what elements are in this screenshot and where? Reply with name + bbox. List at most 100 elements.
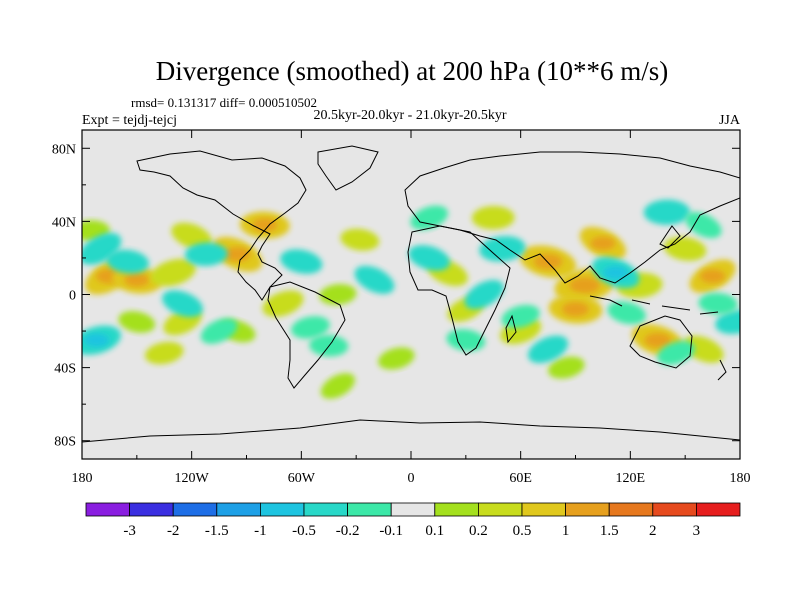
negative-anomaly xyxy=(410,205,449,230)
japan-coast xyxy=(659,225,681,249)
colorbar-swatch xyxy=(434,502,479,517)
colorbar-label: 0.5 xyxy=(513,523,532,539)
colorbar-swatch xyxy=(216,502,261,517)
period-label: 20.5kyr-20.0kyr - 21.0kyr-20.5kyr xyxy=(313,108,506,123)
negative-anomaly xyxy=(698,292,738,315)
negative-anomaly xyxy=(162,290,203,317)
negative-anomaly xyxy=(184,242,228,267)
negative-anomaly xyxy=(200,318,238,344)
x-tick-label: 60W xyxy=(288,471,316,486)
positive-anomaly xyxy=(548,356,585,379)
chart-title: Divergence (smoothed) at 200 hPa (10**6 … xyxy=(156,56,668,86)
colorbar-swatch xyxy=(172,502,218,517)
y-axis: 80N 40N 0 40S 80S xyxy=(52,142,740,450)
negative-anomaly xyxy=(501,304,540,329)
south-america-coast xyxy=(267,281,346,389)
colorbar-label: -1.5 xyxy=(205,523,229,539)
colorbar-label: -0.1 xyxy=(379,523,403,539)
colorbar-swatch xyxy=(652,502,697,517)
colorbar-label: -1 xyxy=(254,523,267,539)
negative-anomaly xyxy=(657,340,695,366)
africa-coast xyxy=(407,225,511,356)
positive-anomaly xyxy=(689,259,736,293)
stats-label: rmsd= 0.131317 diff= 0.000510502 xyxy=(131,95,317,110)
negative-anomaly xyxy=(408,245,451,271)
x-tick-label: 60E xyxy=(509,471,532,486)
positive-anomaly xyxy=(520,245,577,278)
indonesia-islands xyxy=(589,295,719,315)
australia-coast xyxy=(629,315,693,369)
colorbar-swatch xyxy=(129,502,174,517)
antarctica-coast xyxy=(82,419,740,443)
colorbar-label: -2 xyxy=(167,523,180,539)
colorbar-swatch xyxy=(608,502,654,517)
x-axis: 180 120W 60W 0 60E 120E 180 xyxy=(72,130,751,486)
positive-anomaly xyxy=(319,284,357,305)
experiment-label: Expt = tejdj-tejcj xyxy=(82,113,177,128)
positive-anomaly xyxy=(144,341,184,365)
colorbar-label: -0.5 xyxy=(292,523,316,539)
colorbar-label: -3 xyxy=(123,523,136,539)
positive-anomaly xyxy=(171,222,213,250)
madagascar-coast xyxy=(505,314,517,344)
positive-anomaly xyxy=(111,266,162,294)
positive-anomaly xyxy=(663,236,707,261)
colorbar: -3 -2 -1.5 -1 -0.5 -0.2 -0.1 0.1 0.2 0.5 1 1.5 2 3 xyxy=(85,502,741,539)
negative-anomaly xyxy=(354,265,395,294)
colorbar-label: -0.2 xyxy=(336,523,360,539)
eurasia-coast xyxy=(404,151,740,284)
positive-anomaly xyxy=(320,373,355,399)
negative-anomaly xyxy=(527,335,569,364)
colorbar-swatch xyxy=(390,502,436,517)
negative-anomaly xyxy=(715,309,740,335)
divergence-field xyxy=(82,199,740,399)
colorbar-swatch xyxy=(521,502,566,517)
colorbar-swatch xyxy=(259,502,305,517)
y-tick-label: 40N xyxy=(52,215,76,230)
coastlines xyxy=(82,145,740,443)
x-tick-label: 180 xyxy=(72,471,93,486)
x-tick-label: 120W xyxy=(175,471,210,486)
colorbar-swatch xyxy=(85,502,130,517)
colorbar-swatch xyxy=(477,502,523,517)
positive-anomaly xyxy=(683,335,724,363)
x-tick-label: 120E xyxy=(616,471,646,486)
colorbar-label: 1.5 xyxy=(600,523,619,539)
negative-anomaly xyxy=(479,236,526,262)
negative-anomaly xyxy=(280,249,323,274)
colorbar-label: 3 xyxy=(693,523,701,539)
season-label: JJA xyxy=(719,113,741,128)
y-tick-label: 80S xyxy=(54,435,76,450)
negative-anomaly xyxy=(607,301,646,325)
colorbar-label: 2 xyxy=(649,523,657,539)
negative-anomaly xyxy=(643,199,691,225)
negative-anomaly xyxy=(464,279,504,310)
positive-anomaly xyxy=(118,311,156,333)
positive-anomaly xyxy=(378,347,415,370)
positive-anomaly xyxy=(579,226,627,260)
x-tick-label: 0 xyxy=(408,471,415,486)
positive-anomaly xyxy=(150,258,196,287)
greenland-coast xyxy=(317,145,379,191)
colorbar-swatch xyxy=(696,502,741,517)
x-tick-label: 180 xyxy=(730,471,751,486)
negative-anomaly xyxy=(82,325,121,355)
negative-anomaly xyxy=(291,316,330,339)
y-tick-label: 40S xyxy=(54,362,76,377)
positive-anomaly xyxy=(212,236,263,272)
positive-anomaly xyxy=(548,294,603,324)
negative-anomaly xyxy=(685,211,722,239)
positive-anomaly xyxy=(471,206,515,230)
y-tick-label: 80N xyxy=(52,142,76,157)
north-america-coast xyxy=(136,150,307,301)
colorbar-label: 1 xyxy=(562,523,570,539)
y-tick-label: 0 xyxy=(69,289,76,304)
new-zealand-coast xyxy=(717,359,727,381)
positive-anomaly xyxy=(340,228,380,251)
colorbar-swatch xyxy=(347,502,392,517)
negative-anomaly xyxy=(106,249,149,274)
colorbar-label: 0.2 xyxy=(469,523,488,539)
colorbar-swatch xyxy=(303,502,348,517)
colorbar-swatch xyxy=(565,502,610,517)
